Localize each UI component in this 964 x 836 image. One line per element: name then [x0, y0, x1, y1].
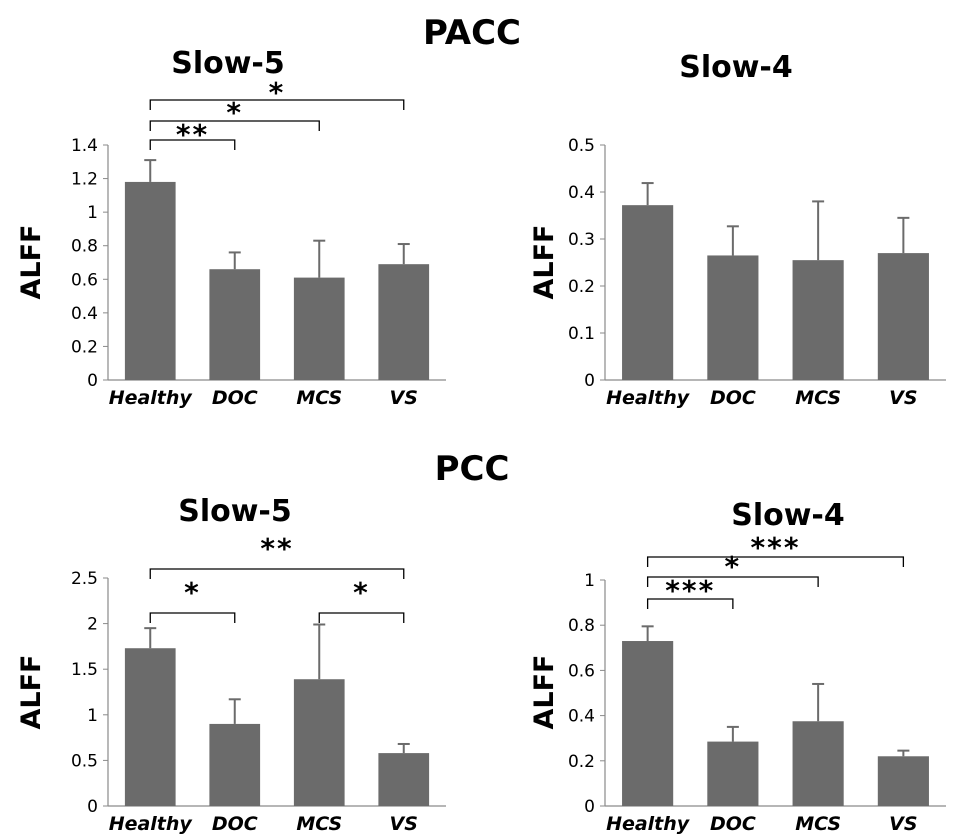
y-tick-label: 0.6: [568, 661, 595, 681]
y-tick-label: 0: [584, 371, 595, 391]
y-tick-label: 0.2: [568, 277, 595, 297]
bar-vs: [378, 264, 430, 380]
x-tick-label: DOC: [710, 387, 756, 409]
significance-bracket: [646, 556, 905, 567]
panel-title: Slow-4: [731, 498, 845, 533]
chart-panel-pcc-slow-4: Slow-4 ALFF 0 0.2 0.4 0.6 0.8 1 Healthy DOC MCS VS *…: [529, 498, 946, 835]
y-tick-label: 1: [87, 706, 98, 726]
bar-vs: [877, 253, 929, 380]
x-tick-label: Healthy: [606, 813, 691, 835]
chart-panels: Slow-5 ALFF 0 0.2 0.4 0.6 0.8 1 1.2 1.4 Healthy DOC…: [16, 46, 946, 835]
significance-label: *: [269, 76, 286, 109]
significance-label: *: [725, 550, 742, 583]
y-tick-label: 0.8: [568, 616, 595, 636]
section-title-pcc: PCC: [435, 449, 510, 489]
bar-doc: [707, 741, 759, 806]
significance-bracket: [646, 598, 734, 609]
y-tick-label: 0.3: [568, 230, 595, 250]
y-axis-label: ALFF: [16, 655, 47, 730]
y-tick-label: 0.1: [568, 324, 595, 344]
y-axis-label: ALFF: [529, 655, 560, 730]
x-tick-label: DOC: [212, 387, 258, 409]
bar-vs: [877, 756, 929, 806]
y-axis-label: ALFF: [529, 225, 560, 300]
y-tick-label: 0: [584, 797, 595, 817]
x-tick-label: VS: [889, 387, 917, 409]
significance-label: *: [226, 96, 243, 129]
y-tick-label: 2: [87, 615, 98, 635]
x-tick-label: Healthy: [109, 387, 194, 409]
y-tick-label: 0: [87, 371, 98, 391]
x-tick-label: Healthy: [606, 387, 691, 409]
bar-doc: [209, 723, 261, 806]
significance-bracket: [149, 120, 320, 131]
significance-bracket: [318, 612, 405, 623]
x-tick-label: VS: [390, 387, 418, 409]
bar-vs: [378, 753, 430, 806]
chart-panel-pacc-slow-4: Slow-4 ALFF 0 0.1 0.2 0.3 0.4 0.5 Healthy DOC MCS V…: [529, 50, 946, 409]
bar-mcs: [792, 260, 844, 380]
y-tick-label: 1.5: [71, 660, 98, 680]
significance-label: ***: [665, 574, 715, 607]
significance-bracket: [646, 576, 819, 587]
x-tick-label: VS: [390, 813, 418, 835]
significance-bracket: [149, 612, 236, 623]
chart-panel-pacc-slow-5: Slow-5 ALFF 0 0.2 0.4 0.6 0.8 1 1.2 1.4 Healthy DOC…: [16, 46, 446, 409]
x-tick-label: VS: [889, 813, 917, 835]
panel-title: Slow-4: [679, 50, 793, 85]
x-tick-label: MCS: [795, 387, 841, 409]
y-tick-label: 0.4: [568, 707, 595, 727]
bar-mcs: [293, 679, 345, 806]
panel-title: Slow-5: [171, 46, 285, 81]
x-tick-label: MCS: [795, 813, 841, 835]
bar-healthy: [124, 181, 176, 380]
x-tick-label: MCS: [296, 387, 342, 409]
bar-mcs: [293, 277, 345, 380]
bar-doc: [209, 269, 261, 380]
significance-label: *: [184, 576, 201, 609]
x-tick-label: MCS: [296, 813, 342, 835]
y-tick-label: 1.4: [71, 136, 98, 156]
y-tick-label: 1: [584, 571, 595, 591]
y-tick-label: 0.4: [568, 183, 595, 203]
x-tick-label: DOC: [710, 813, 756, 835]
significance-label: *: [353, 576, 370, 609]
significance-bracket: [149, 99, 405, 110]
bar-healthy: [124, 648, 176, 806]
significance-bracket: [149, 139, 236, 150]
significance-label: **: [176, 118, 209, 151]
panel-title: Slow-5: [178, 494, 292, 529]
y-tick-label: 0.4: [71, 304, 98, 324]
bar-healthy: [622, 641, 674, 806]
y-tick-label: 0.5: [568, 136, 595, 156]
bar-healthy: [622, 205, 674, 380]
section-title-pacc: PACC: [423, 13, 521, 53]
y-tick-label: 0: [87, 797, 98, 817]
y-tick-label: 0.6: [71, 270, 98, 290]
bar-doc: [707, 255, 759, 380]
y-tick-label: 0.8: [71, 237, 98, 257]
y-tick-label: 1.2: [71, 170, 98, 190]
significance-bracket: [149, 568, 405, 579]
significance-label: **: [260, 532, 293, 565]
x-tick-label: Healthy: [109, 813, 194, 835]
y-axis-label: ALFF: [16, 225, 47, 300]
y-tick-label: 0.2: [568, 752, 595, 772]
y-tick-label: 0.2: [71, 337, 98, 357]
y-tick-label: 1: [87, 203, 98, 223]
significance-label: ***: [751, 531, 801, 564]
y-tick-label: 0.5: [71, 751, 98, 771]
y-tick-label: 2.5: [71, 569, 98, 589]
x-tick-label: DOC: [212, 813, 258, 835]
bar-mcs: [792, 721, 844, 806]
